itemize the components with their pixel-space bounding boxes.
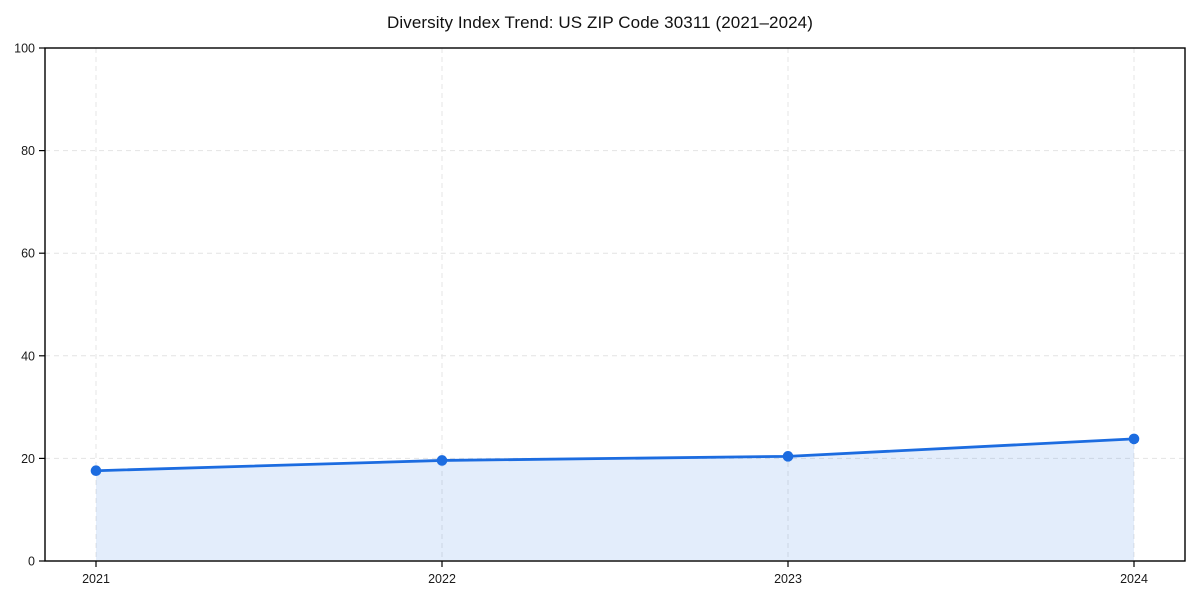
area-fill [96, 438, 1134, 560]
x-tick-label: 2022 [428, 572, 456, 586]
x-tick-label: 2021 [82, 572, 110, 586]
data-point-marker [436, 455, 448, 466]
y-tick-label: 40 [21, 349, 35, 363]
data-point-marker [1128, 433, 1140, 445]
plot-frame [44, 47, 1186, 562]
y-tick-label: 80 [21, 144, 35, 158]
data-point-marker [782, 451, 794, 462]
y-tick-label: 100 [14, 42, 35, 56]
x-tick-label: 2024 [1120, 572, 1148, 586]
y-tick-label: 60 [21, 247, 35, 261]
y-tick-label: 0 [28, 555, 35, 569]
chart-title: Diversity Index Trend: US ZIP Code 30311… [386, 13, 814, 32]
x-tick-label: 2023 [774, 572, 802, 586]
trend-line [94, 437, 1136, 473]
data-point-marker [90, 465, 102, 477]
y-tick-label: 20 [21, 452, 35, 466]
